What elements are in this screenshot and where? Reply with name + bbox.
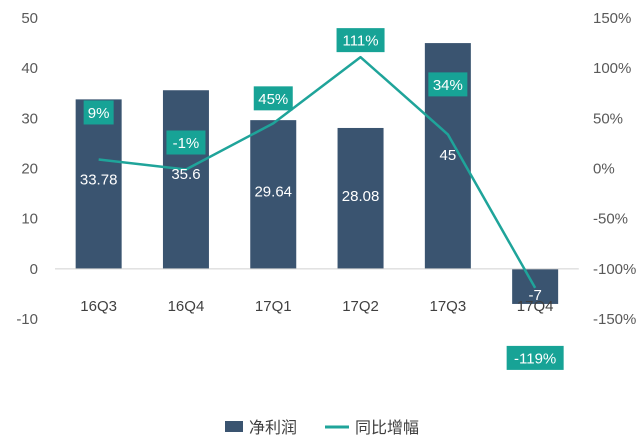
y-left-tick-label: 40 [21,60,38,77]
x-tick-label: 16Q3 [80,298,117,315]
yoy-label-box [253,86,293,111]
yoy-value-label: -1% [173,135,200,152]
labels-layer: 33.78 35.6 29.64 28.08 45 -7 9% -1% 45% 111% 34% -1… [80,28,564,370]
yoy-label-box [336,28,385,53]
bar-value-label: 33.78 [80,172,118,189]
y-left-tick-label: 20 [21,161,38,178]
x-tick-label: 17Q2 [342,298,379,315]
bar-16Q4 [162,90,209,269]
yoy-label-box [83,100,114,125]
y-left-tick-label: 50 [21,10,38,27]
y-left-tick-label: -10 [16,311,38,328]
legend-label-line: 同比增幅 [355,418,419,437]
x-tick-label: 16Q4 [168,298,205,315]
axis-layer: -10 0 10 20 30 40 50 -150% -100% -50% 0% 50% 100% 150… [16,10,636,328]
y-right-tick-label: 50% [593,110,623,127]
yoy-value-label: 111% [342,33,378,50]
line-layer [98,55,537,289]
bar-value-label: 45 [440,147,457,164]
bars-layer [75,43,559,304]
legend-swatch-bar [225,421,243,432]
bar-value-label: -7 [528,287,541,304]
x-tick-label: 17Q4 [517,298,554,315]
y-left-tick-label: 30 [21,110,38,127]
bar-value-label: 29.64 [254,184,292,201]
yoy-label-box [428,72,468,97]
bar-16Q3 [75,99,122,269]
yoy-value-label: 34% [433,77,463,94]
x-tick-label: 17Q3 [429,298,466,315]
yoy-line [98,55,537,289]
y-left-tick-label: 0 [30,261,38,278]
yoy-label-box [166,130,206,155]
y-right-tick-label: 150% [593,10,631,27]
y-left-tick-label: 10 [21,211,38,228]
y-right-tick-label: 0% [593,161,615,178]
legend-label-bar: 净利润 [249,418,297,437]
y-right-tick-label: -50% [593,211,628,228]
y-right-tick-label: 100% [593,60,631,77]
yoy-label-box [506,345,564,370]
bar-value-label: 28.08 [342,188,380,205]
yoy-value-label: 9% [88,105,110,122]
bar-17Q1 [250,120,297,269]
bar-value-label: 35.6 [171,166,200,183]
yoy-value-label: 45% [258,91,288,108]
legend: 净利润 同比增幅 [225,418,419,437]
y-right-tick-label: -100% [593,261,636,278]
y-right-tick-label: -150% [593,311,636,328]
yoy-value-label: -119% [514,350,556,367]
x-tick-label: 17Q1 [255,298,292,315]
bar-17Q2 [337,127,384,269]
